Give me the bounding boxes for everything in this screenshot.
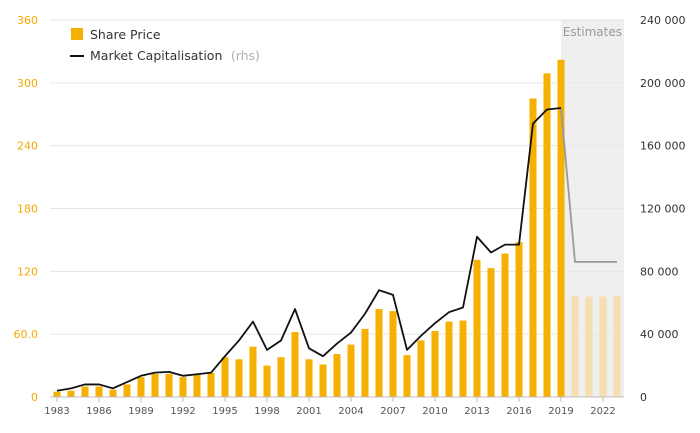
share-price-bar: [165, 373, 173, 397]
right-axis-tick-label: 160 000: [640, 140, 686, 153]
gridlines: [50, 19, 624, 335]
left-axis-tick-label: 0: [31, 391, 38, 404]
share-price-bar: [221, 357, 229, 397]
share-price-bar: [459, 320, 467, 397]
share-price-bar: [375, 309, 383, 397]
right-axis-tick-label: 240 000: [640, 14, 686, 27]
share-price-bar: [207, 372, 215, 397]
left-axis-tick-label: 240: [17, 140, 38, 153]
share-price-bar: [417, 340, 425, 397]
share-price-bar: [613, 296, 621, 397]
share-price-bar: [95, 386, 103, 397]
share-price-bar: [81, 386, 89, 397]
share-price-bar: [571, 296, 579, 397]
x-axis-tick-label: 1989: [128, 406, 153, 417]
right-axis-tick-label: 120 000: [640, 203, 686, 216]
left-axis-tick-label: 300: [17, 77, 38, 90]
share-price-bar: [67, 390, 75, 397]
share-price-bar: [599, 296, 607, 397]
x-axis-tick-label: 2022: [590, 406, 615, 417]
x-axis-tick-label: 1995: [212, 406, 237, 417]
x-axis-ticks: 1983 1986 1989 1992 1995 1998 2001 2004 2007 2010…: [44, 397, 616, 417]
x-axis-tick-label: 2007: [380, 406, 405, 417]
share-price-bar: [487, 268, 495, 397]
share-price-bar: [235, 359, 243, 397]
x-axis-tick-label: 2013: [464, 406, 489, 417]
left-axis-tick-label: 180: [17, 203, 38, 216]
share-price-bar: [347, 344, 355, 397]
x-axis-tick-label: 1998: [254, 406, 279, 417]
share-price-bar: [193, 375, 201, 397]
left-axis-tick-label: 60.0: [14, 328, 39, 341]
share-price-bar: [501, 253, 509, 397]
x-axis-tick-label: 2010: [422, 406, 447, 417]
share-price-bar: [277, 357, 285, 397]
x-axis-tick-label: 1992: [170, 406, 195, 417]
share-price-bar: [557, 59, 565, 398]
legend-swatch-share-price: [71, 28, 83, 40]
share-price-bar: [473, 259, 481, 397]
left-axis-tick-label: 360: [17, 14, 38, 27]
share-price-bar: [585, 296, 593, 397]
share-price-bar: [151, 373, 159, 397]
legend-market-cap-text: Market Capitalisation: [90, 48, 222, 63]
legend-label-market-cap: Market Capitalisation (rhs): [90, 47, 260, 64]
x-axis-tick-label: 2019: [548, 406, 573, 417]
share-price-bar: [123, 384, 131, 397]
x-axis-tick-label: 1983: [44, 406, 69, 417]
x-axis-tick-label: 2004: [338, 406, 363, 417]
share-price-bar: [543, 73, 551, 398]
share-price-bar: [333, 354, 341, 397]
right-axis-ticks: 0 40 000 80 000 120 000 160 000 200 000 240 00…: [640, 14, 686, 404]
right-axis-tick-label: 0: [640, 391, 647, 404]
right-axis-tick-label: 200 000: [640, 77, 686, 90]
legend-label-share-price: Share Price: [90, 27, 161, 42]
legend-market-cap-suffix: (rhs): [231, 48, 260, 63]
share-price-bar: [305, 359, 313, 397]
market-cap-estimate-line: [560, 107, 617, 263]
share-price-bar: [53, 391, 61, 397]
x-axis-tick-label: 2016: [506, 406, 531, 417]
share-price-bar: [403, 355, 411, 397]
share-price-bar: [515, 242, 523, 397]
left-axis-ticks: 0 60.0 120 180 240 300 360: [14, 14, 39, 404]
legend: Share Price Market Capitalisation (rhs): [70, 27, 260, 64]
share-price-bar: [445, 321, 453, 397]
share-price-bar: [319, 364, 327, 397]
share-price-bars: [53, 59, 621, 398]
share-price-bar: [389, 311, 397, 397]
share-price-bar: [137, 377, 145, 397]
market-cap-line: [56, 107, 617, 392]
left-axis-tick-label: 120: [17, 265, 38, 278]
x-axis-tick-label: 1986: [86, 406, 111, 417]
share-price-bar: [529, 98, 537, 398]
right-axis-tick-label: 40 000: [640, 328, 679, 341]
share-price-bar: [179, 377, 187, 397]
share-price-bar: [109, 389, 117, 397]
share-price-bar: [263, 365, 271, 397]
share-price-bar: [431, 331, 439, 397]
market-cap-actual-line: [56, 107, 562, 392]
estimates-label: Estimates: [563, 25, 622, 39]
share-price-bar: [361, 328, 369, 397]
x-axis-tick-label: 2001: [296, 406, 321, 417]
share-price-bar: [249, 346, 257, 397]
share-price-bar: [291, 332, 299, 397]
right-axis-tick-label: 80 000: [640, 265, 679, 278]
